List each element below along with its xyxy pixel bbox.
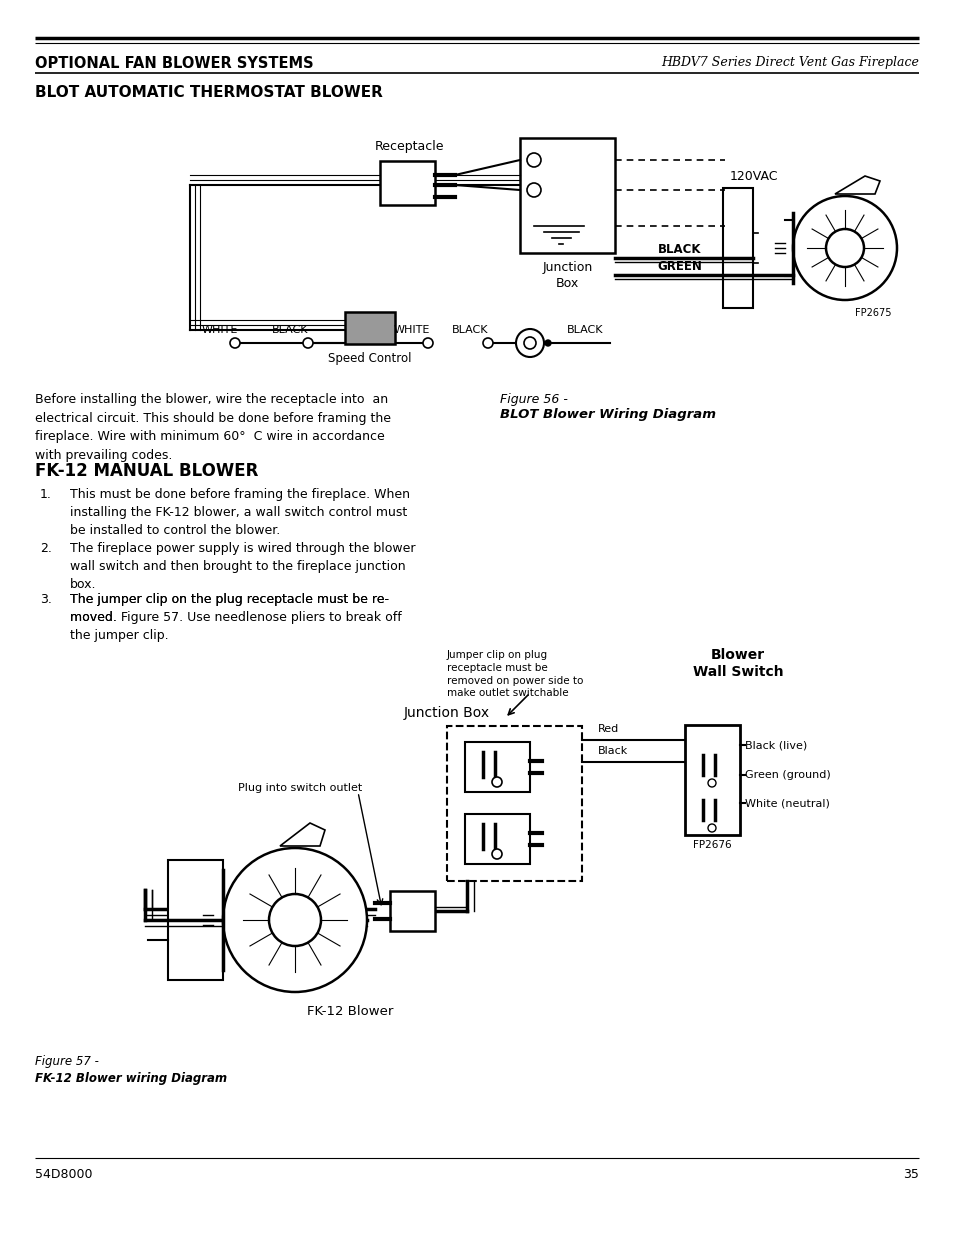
Circle shape [516,329,543,357]
Circle shape [422,338,433,348]
Text: Plug into switch outlet: Plug into switch outlet [237,783,362,793]
Text: Red: Red [598,724,618,734]
Text: The jumper clip on the plug receptacle must be re-
moved. Figure 57. Use needlen: The jumper clip on the plug receptacle m… [70,593,401,642]
Circle shape [303,338,313,348]
Text: Blower
Wall Switch: Blower Wall Switch [692,648,782,679]
Circle shape [492,848,501,860]
Text: Black: Black [598,746,628,756]
Text: Junction: Junction [542,261,592,274]
Text: FK-12 Blower: FK-12 Blower [307,1005,393,1018]
Text: The jumper clip on the plug receptacle must be re-
moved.: The jumper clip on the plug receptacle m… [70,593,389,624]
Text: The fireplace power supply is wired through the blower
wall switch and then brou: The fireplace power supply is wired thro… [70,542,416,592]
Text: Black (live): Black (live) [744,740,806,750]
Text: BLOT Blower Wiring Diagram: BLOT Blower Wiring Diagram [499,408,716,421]
Bar [345,312,395,345]
Text: Jumper clip on plug
receptacle must be
removed on power side to
make outlet swit: Jumper clip on plug receptacle must be r… [447,650,583,699]
Text: Green (ground): Green (ground) [744,769,830,781]
Circle shape [492,777,501,787]
Text: BLACK: BLACK [658,243,701,256]
Text: Receptacle: Receptacle [375,140,444,153]
Circle shape [223,848,367,992]
Bar [447,726,581,881]
Text: FP2675: FP2675 [855,308,891,317]
Text: FP2676: FP2676 [693,840,731,850]
Text: Speed Control: Speed Control [328,352,412,366]
Circle shape [269,894,320,946]
Circle shape [707,779,716,787]
Text: BLACK: BLACK [272,325,308,335]
Text: FK-12 Blower wiring Diagram: FK-12 Blower wiring Diagram [35,1072,227,1086]
Text: HBDV7 Series Direct Vent Gas Fireplace: HBDV7 Series Direct Vent Gas Fireplace [660,56,918,69]
Bar [168,860,223,981]
Circle shape [523,337,536,350]
Text: Before installing the blower, wire the receptacle into  an
electrical circuit. T: Before installing the blower, wire the r… [35,393,391,462]
Text: White (neutral): White (neutral) [744,798,829,808]
Text: 3.: 3. [40,593,51,606]
Text: GREEN: GREEN [657,261,701,273]
Text: BLOT AUTOMATIC THERMOSTAT BLOWER: BLOT AUTOMATIC THERMOSTAT BLOWER [35,85,382,100]
Circle shape [526,183,540,198]
Text: WHITE: WHITE [202,325,238,335]
Text: Figure 56 -: Figure 56 - [499,393,567,406]
Circle shape [825,228,863,267]
Text: 54D8000: 54D8000 [35,1168,92,1181]
Bar [519,138,615,253]
Circle shape [482,338,493,348]
Circle shape [526,153,540,167]
Text: OPTIONAL FAN BLOWER SYSTEMS: OPTIONAL FAN BLOWER SYSTEMS [35,56,314,70]
Text: BLACK: BLACK [566,325,602,335]
Text: 1.: 1. [40,488,51,501]
Circle shape [707,824,716,832]
Bar [379,161,435,205]
Text: Junction Box: Junction Box [403,706,490,720]
Circle shape [544,340,551,346]
Text: WHITE: WHITE [394,325,430,335]
Text: Figure 57 -: Figure 57 - [35,1055,99,1068]
Bar [684,725,740,835]
Bar [464,814,530,864]
Text: BLACK: BLACK [452,325,488,335]
Text: 35: 35 [902,1168,918,1181]
Text: 2.: 2. [40,542,51,555]
Circle shape [230,338,240,348]
Bar [390,890,435,931]
Circle shape [792,196,896,300]
Text: This must be done before framing the fireplace. When
installing the FK-12 blower: This must be done before framing the fir… [70,488,410,537]
Bar [464,742,530,792]
Text: Box: Box [556,277,578,290]
Bar [722,188,752,308]
Text: FK-12 MANUAL BLOWER: FK-12 MANUAL BLOWER [35,462,258,480]
Text: 120VAC: 120VAC [729,169,778,183]
